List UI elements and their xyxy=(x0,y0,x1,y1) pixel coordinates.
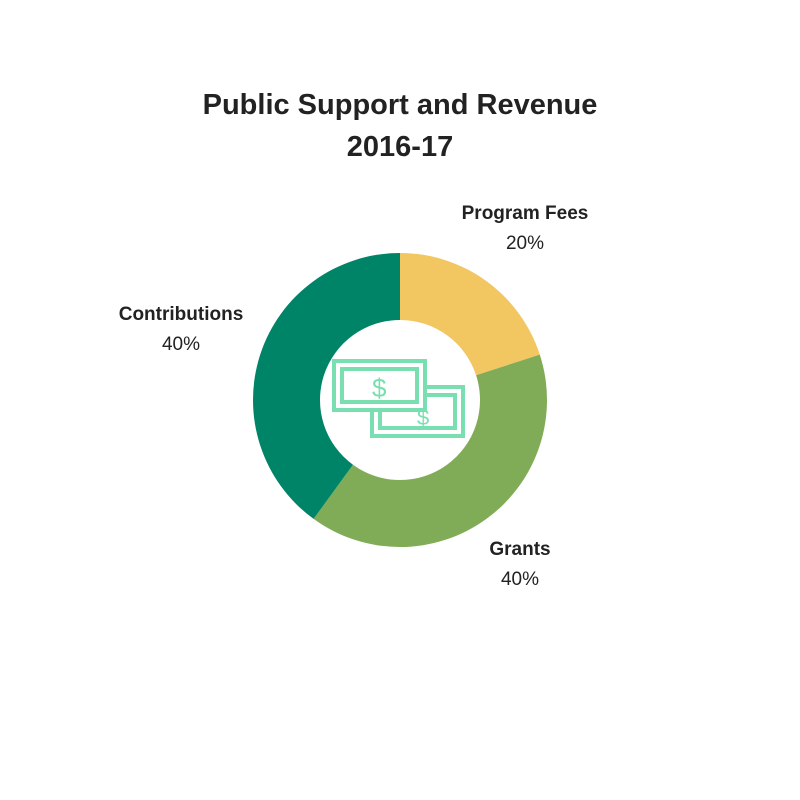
slice-labels: Program Fees 20% Grants 40% Contribution… xyxy=(119,203,589,590)
dollar-bills-icon: $ $ xyxy=(332,359,465,438)
slice-program-fees xyxy=(400,253,540,376)
chart-title-line-2: 2016-17 xyxy=(346,131,454,163)
slice-grants xyxy=(313,354,547,547)
label-contributions: Contributions xyxy=(119,304,244,325)
label-program-fees: Program Fees xyxy=(462,203,589,224)
chart-title-line-1: Public Support and Revenue xyxy=(202,89,598,121)
slice-contributions xyxy=(253,253,400,519)
value-program-fees: 20% xyxy=(506,233,544,254)
chart-title: Public Support and Revenue 2016-17 xyxy=(0,84,800,168)
donut-slices xyxy=(253,253,547,547)
value-contributions: 40% xyxy=(162,334,200,355)
value-grants: 40% xyxy=(501,569,539,590)
label-grants: Grants xyxy=(489,539,550,560)
svg-text:$: $ xyxy=(372,373,387,403)
